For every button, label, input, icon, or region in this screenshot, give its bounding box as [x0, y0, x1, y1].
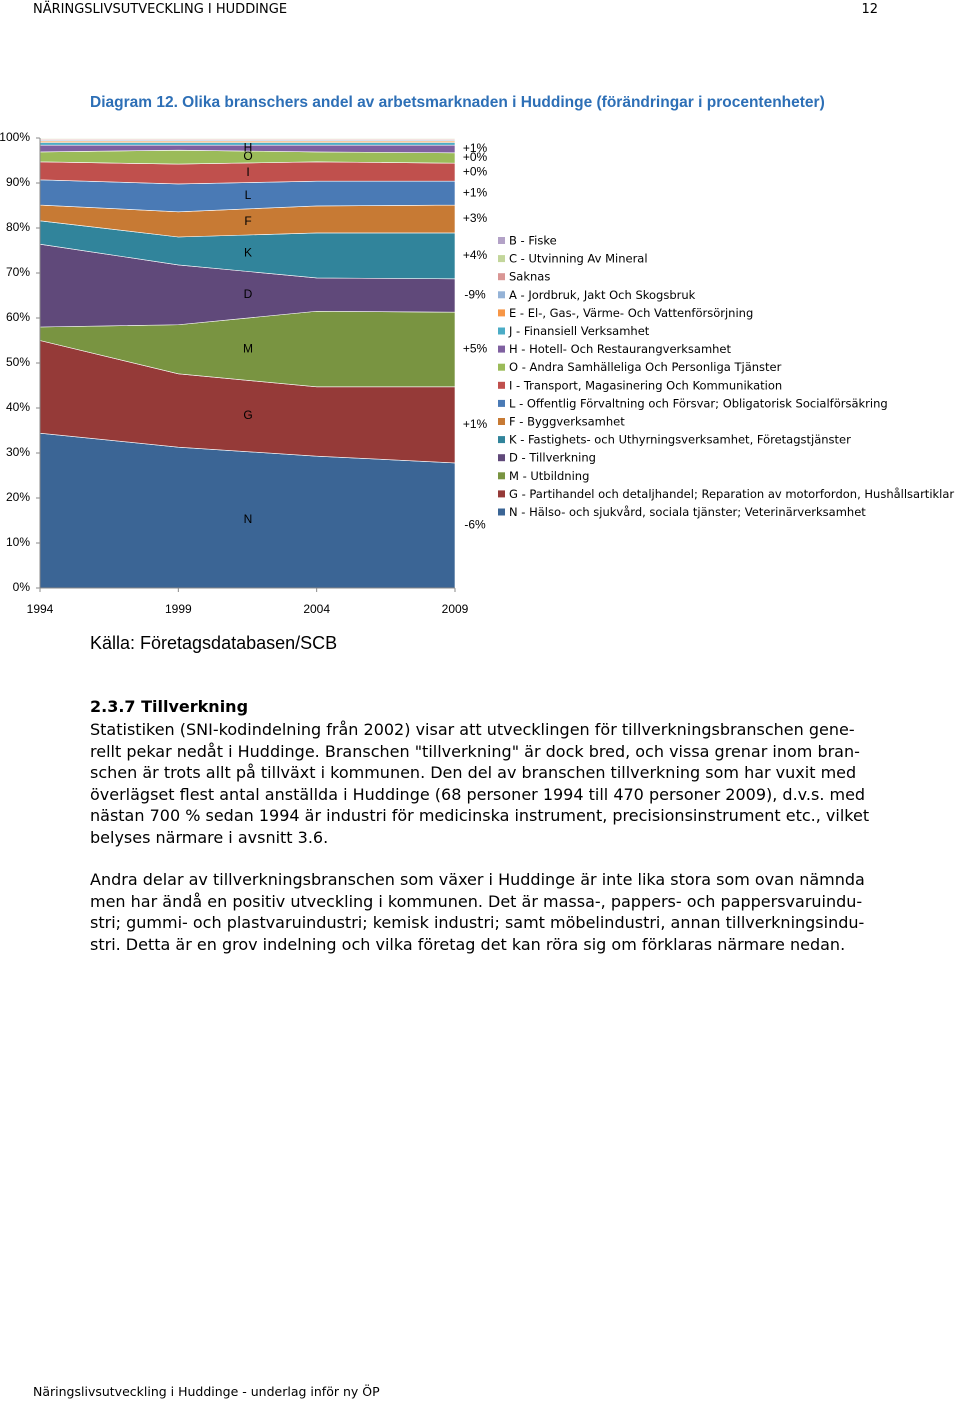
area-label: O — [243, 149, 252, 163]
legend-swatch — [498, 381, 505, 389]
y-tick-label: 20% — [6, 490, 30, 504]
footer: Näringslivsutveckling i Huddinge - under… — [33, 1384, 380, 1399]
change-label: +5% — [463, 342, 488, 356]
legend-label: N - Hälso- och sjukvård, sociala tjänste… — [509, 505, 866, 519]
legend-swatch — [498, 454, 505, 462]
legend-swatch — [498, 327, 505, 335]
y-tick-label: 0% — [13, 580, 31, 594]
text-line: stri; gummi- och plastvaruindustri; kemi… — [90, 913, 865, 932]
text-line: schen är trots allt på tillväxt i kommun… — [90, 763, 857, 782]
legend-swatch — [498, 255, 505, 263]
legend-swatch — [498, 345, 505, 353]
x-tick-label: 2004 — [303, 602, 330, 616]
legend-label: M - Utbildning — [509, 469, 589, 483]
x-tick-label: 1999 — [165, 602, 192, 616]
area-label: D — [244, 287, 253, 301]
legend-label: H - Hotell- Och Restaurangverksamhet — [509, 342, 732, 356]
change-label: +3% — [463, 211, 488, 225]
legend-swatch — [498, 237, 505, 244]
y-tick-label: 90% — [6, 175, 30, 189]
legend-label: D - Tillverkning — [509, 451, 596, 465]
legend-label: C - Utvinning Av Mineral — [509, 252, 648, 266]
y-tick-label: 80% — [6, 220, 30, 234]
legend-label: J - Finansiell Verksamhet — [508, 324, 650, 338]
x-tick-label: 2009 — [442, 602, 469, 616]
y-tick-label: 10% — [6, 535, 30, 549]
legend-label: O - Andra Samhälleliga Och Personliga Tj… — [509, 360, 782, 374]
legend-swatch — [498, 399, 505, 407]
area-label: H — [244, 140, 253, 154]
legend-swatch — [498, 490, 505, 498]
change-label: +0% — [463, 164, 488, 178]
legend-label: G - Partihandel och detaljhandel; Repara… — [509, 487, 954, 501]
change-label: -6% — [464, 518, 486, 532]
text-line: belyses närmare i avsnitt 3.6. — [90, 827, 329, 847]
y-tick-label: 30% — [6, 445, 30, 459]
legend-label: B - Fiske — [509, 234, 557, 248]
y-tick-label: 60% — [6, 310, 30, 324]
source: Källa: Företagsdatabasen/SCB — [90, 633, 338, 653]
legend-label: L - Offentlig Förvaltning och Försvar; O… — [509, 396, 888, 410]
text-line: överlägset flest antal anställda i Huddi… — [90, 784, 866, 804]
text-line: stri. Detta är en grov indelning och vil… — [90, 934, 846, 954]
change-label: +0% — [463, 150, 488, 164]
legend-swatch — [498, 508, 505, 516]
area-label: K — [244, 245, 252, 259]
legend-label: E - El-, Gas-, Värme- Och Vattenförsörjn… — [509, 306, 753, 320]
legend-swatch — [498, 363, 505, 371]
legend-label: Saknas — [509, 270, 550, 284]
legend-label: F - Byggverksamhet — [509, 415, 625, 429]
area-label: I — [246, 165, 249, 179]
text-line: nästan 700 % sedan 1994 är industri för … — [90, 806, 870, 825]
legend-swatch — [498, 472, 505, 480]
area-label: F — [244, 214, 251, 228]
text-line: rellt pekar nedåt i Huddinge. Branschen … — [90, 741, 860, 761]
chart-title: Diagram 12. Olika branschers andel av ar… — [90, 94, 825, 111]
legend-swatch — [498, 309, 505, 317]
text-line: Andra delar av tillverkningsbranschen so… — [90, 870, 865, 889]
change-label: +1% — [463, 185, 488, 199]
change-label: +1% — [463, 417, 488, 431]
text-line: Statistiken (SNI-kodindelning från 2002)… — [90, 720, 855, 739]
section-heading: 2.3.7 Tillverkning — [90, 697, 249, 716]
y-tick-label: 70% — [6, 265, 30, 279]
page-number: 12 — [861, 2, 878, 17]
change-label: -9% — [464, 288, 486, 302]
change-label: +1% — [463, 141, 488, 155]
x-tick-label: 1994 — [27, 602, 54, 616]
header-title: NÄRINGSLIVSUTVECKLING I HUDDINGE — [33, 2, 288, 17]
legend-label: A - Jordbruk, Jakt Och Skogsbruk — [509, 288, 696, 302]
y-tick-label: 100% — [0, 130, 30, 144]
area-label: G — [243, 408, 252, 422]
legend-swatch — [498, 418, 505, 425]
area-label: M — [243, 341, 253, 355]
legend-swatch — [498, 273, 505, 281]
legend-swatch — [498, 291, 505, 299]
text-line: men har ändå en positiv utveckling i kom… — [90, 891, 863, 911]
paragraph: Statistiken (SNI-kodindelning från 2002)… — [90, 719, 869, 848]
area-label: L — [245, 188, 252, 202]
paragraph: Andra delar av tillverkningsbranschen so… — [90, 869, 865, 955]
legend-swatch — [498, 436, 505, 444]
change-label: +4% — [463, 248, 488, 262]
legend-label: I - Transport, Magasinering Och Kommunik… — [509, 378, 782, 392]
y-tick-label: 40% — [6, 400, 30, 414]
legend-label: K - Fastighets- och Uthyrningsverksamhet… — [509, 433, 851, 447]
area-label: N — [244, 512, 253, 526]
y-tick-label: 50% — [6, 355, 30, 369]
chart: 0% 10% 20% 30% 40% 50% 60% 70% 80% 90% 100% 1994 199… — [0, 130, 954, 616]
